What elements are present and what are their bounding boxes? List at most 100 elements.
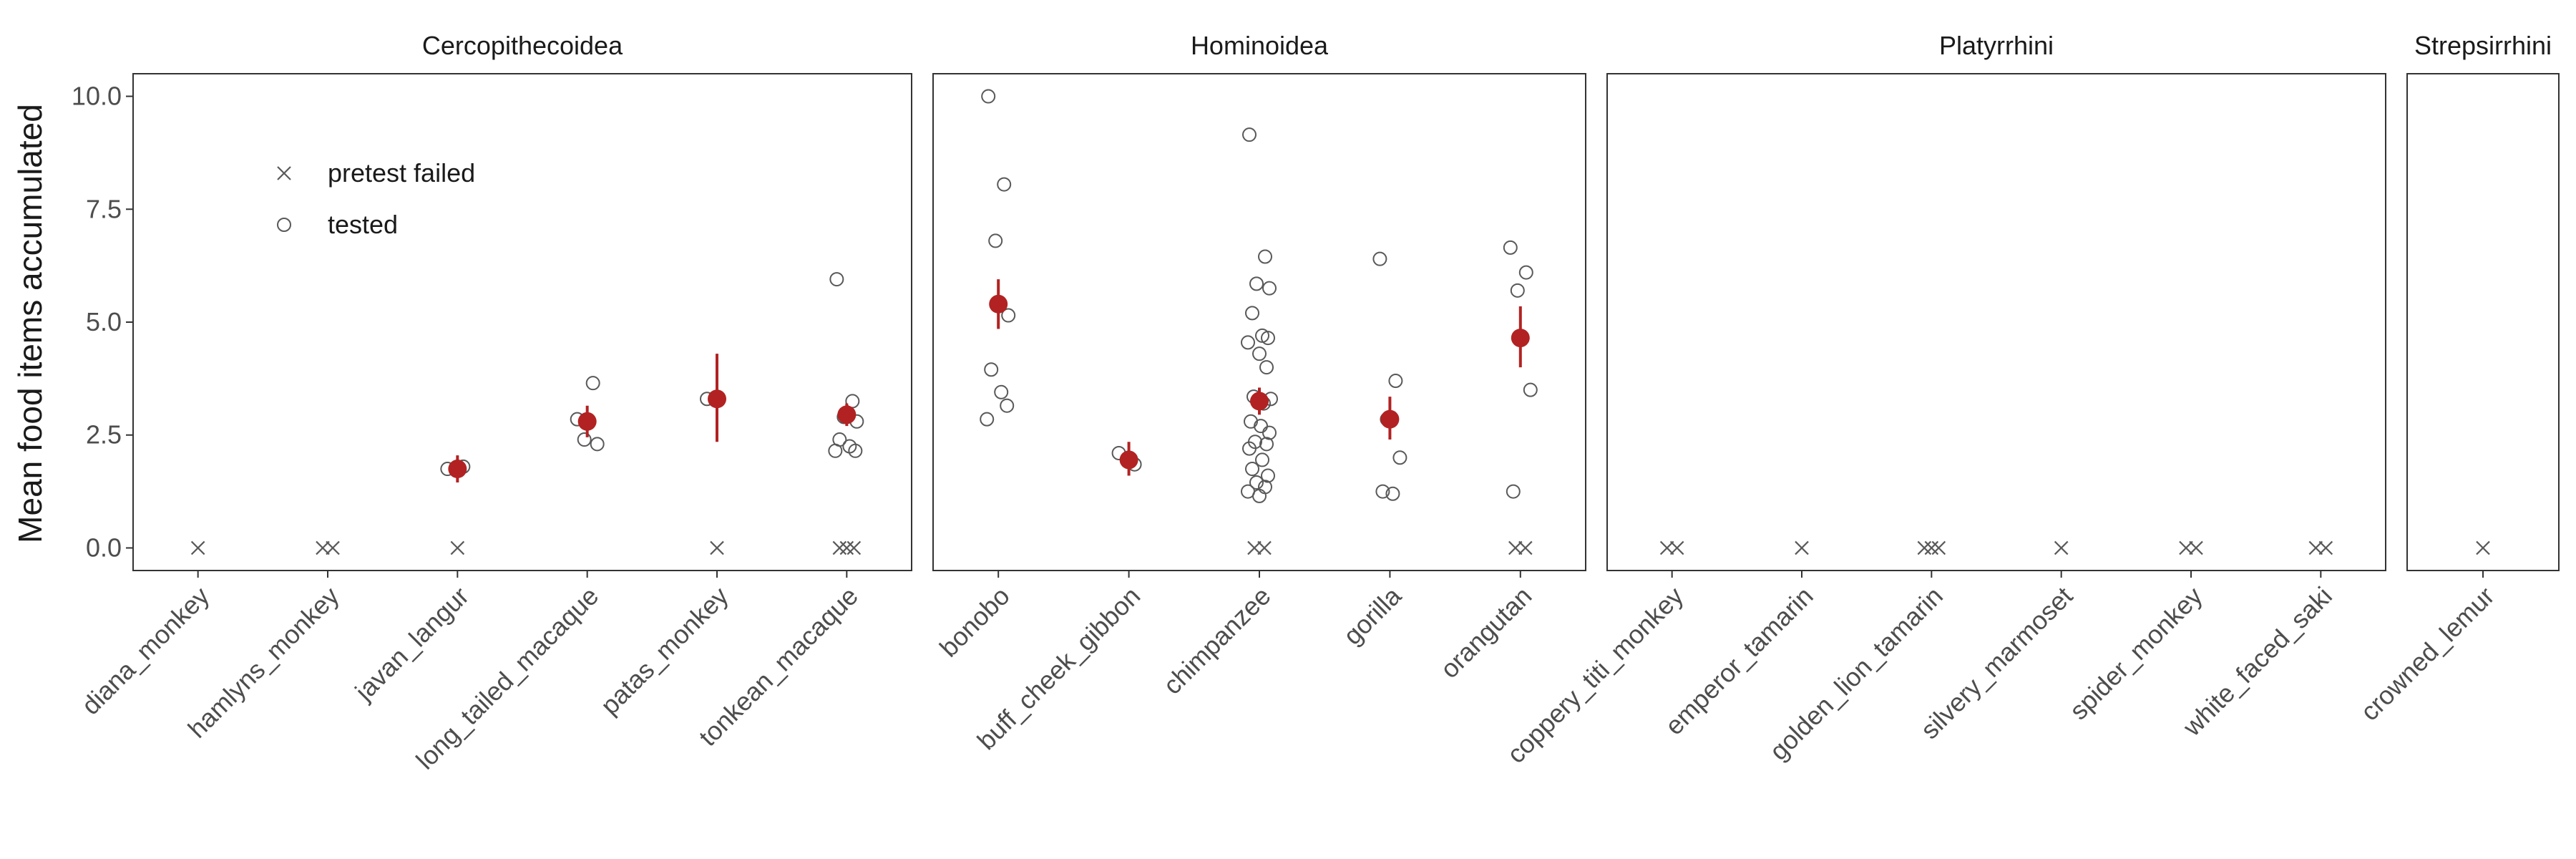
tested-point	[1388, 374, 1403, 389]
pretest-failed-point	[316, 540, 330, 555]
pretest-failed-point-stroke-b	[2318, 540, 2333, 555]
tested-point	[848, 443, 863, 458]
pretest-failed-point-stroke-b	[832, 540, 847, 555]
pretest-failed-point	[2308, 540, 2323, 555]
pretest-failed-point-stroke-b	[1669, 540, 1684, 555]
pretest-failed-point-stroke-b	[1508, 540, 1523, 555]
tested-point	[984, 362, 999, 377]
pretest-failed-point-stroke-b	[2179, 540, 2193, 555]
pretest-failed-point	[326, 540, 340, 555]
tested-point	[1518, 265, 1533, 280]
tested-point	[1245, 462, 1259, 477]
tested-point	[1262, 281, 1277, 296]
tested-point	[981, 89, 996, 104]
mean-point	[1511, 329, 1530, 348]
panel-border	[1606, 73, 2386, 571]
pretest-failed-point	[2179, 540, 2193, 555]
tested-point	[1241, 335, 1255, 350]
species-bonobo: bonobo	[934, 89, 1016, 663]
tested-point	[1242, 441, 1257, 456]
tested-point	[1258, 249, 1272, 264]
species-chimpanzee: chimpanzee	[1157, 127, 1278, 700]
species-patas_monkey: patas_monkey	[595, 354, 734, 720]
pretest-failed-point-stroke-b	[1924, 540, 1939, 555]
tested-point	[577, 432, 592, 447]
tested-point	[828, 443, 843, 458]
tested-point	[1001, 308, 1016, 323]
pretest-failed-point	[2054, 540, 2069, 555]
x-tick-label: spider_monkey	[2064, 581, 2208, 726]
mean-point	[1250, 392, 1269, 411]
mean-point	[577, 412, 597, 431]
pretest-failed-point-stroke-b	[2054, 540, 2069, 555]
pretest-failed-point-stroke-b	[1247, 540, 1262, 555]
pretest-failed-point	[1924, 540, 1939, 555]
tested-point	[1252, 346, 1267, 361]
pretest-failed-point-stroke-b	[1931, 540, 1946, 555]
x-tick-label: chimpanzee	[1157, 581, 1276, 700]
pretest-failed-point-stroke-b	[2308, 540, 2323, 555]
panel-title: Cercopithecoidea	[422, 31, 623, 60]
pretest-failed-point	[2476, 540, 2490, 555]
pretest-failed-point-stroke-b	[1518, 540, 1533, 555]
tested-point	[1261, 331, 1275, 346]
legend-label: pretest failed	[328, 158, 475, 188]
tested-point	[1372, 251, 1387, 266]
species-spider_monkey: spider_monkey	[2064, 540, 2208, 726]
panel-border	[2406, 73, 2560, 571]
pretest-failed-point-stroke-b	[1917, 540, 1932, 555]
tested-point	[585, 376, 600, 391]
y-tick-label: 10.0	[72, 82, 122, 111]
pretest-failed-point-stroke-b	[450, 540, 465, 555]
pretest-failed-point	[710, 540, 724, 555]
tested-point	[1259, 437, 1274, 452]
species-white_faced_saki: white_faced_saki	[2177, 540, 2338, 742]
x-tick-label: patas_monkey	[595, 581, 734, 721]
mean-point	[989, 294, 1008, 314]
legend-label: tested	[328, 210, 398, 239]
pretest-failed-point-stroke-b	[316, 540, 330, 555]
pretest-failed-point	[1518, 540, 1533, 555]
x-tick-label: crowned_lemur	[2355, 581, 2500, 727]
pretest-failed-point-stroke-b	[1659, 540, 1674, 555]
x-tick-label: bonobo	[934, 581, 1015, 663]
tested-point	[980, 412, 995, 427]
y-axis-title: Mean food items accumulated	[11, 104, 49, 543]
tested-point	[1259, 360, 1274, 375]
tested-point	[997, 177, 1012, 192]
panel-title: Strepsirrhini	[2414, 31, 2552, 60]
tested-point	[1249, 276, 1264, 291]
pretest-failed-point	[190, 540, 205, 555]
tested-point	[1245, 306, 1259, 321]
y-tick-label: 2.5	[86, 420, 122, 450]
pretest-failed-point	[832, 540, 847, 555]
tested-point	[1385, 486, 1400, 501]
species-hamlyns_monkey: hamlyns_monkey	[182, 540, 345, 744]
species-coppery_titi_monkey: coppery_titi_monkey	[1501, 540, 1689, 769]
species-orangutan: orangutan	[1435, 240, 1538, 684]
pretest-failed-point-stroke-b	[326, 540, 340, 555]
pretest-failed-point	[450, 540, 465, 555]
pretest-failed-point	[2189, 540, 2203, 555]
panel-border	[932, 73, 1586, 571]
species-golden_lion_tamarin: golden_lion_tamarin	[1764, 540, 1948, 766]
pretest-failed-point-stroke-b	[710, 540, 724, 555]
species-tonkean_macaque: tonkean_macaque	[693, 272, 864, 752]
tested-point	[988, 233, 1003, 248]
legend: pretest failed tested	[277, 158, 475, 239]
pretest-failed-point	[1247, 540, 1262, 555]
pretest-failed-point	[2318, 540, 2333, 555]
species-diana_monkey: diana_monkey	[76, 540, 215, 720]
tested-point	[1375, 484, 1390, 499]
species-silvery_marmoset: silvery_marmoset	[1915, 540, 2078, 744]
pretest-failed-point	[1508, 540, 1523, 555]
panel-cercopithecoidea: Cercopithecoidea 0.0 2.5 5.0 7.5 10.0 diana_mo…	[72, 31, 912, 775]
tested-point	[994, 384, 1009, 399]
y-tick-label: 7.5	[86, 194, 122, 223]
species-emperor_tamarin: emperor_tamarin	[1659, 540, 1819, 740]
pretest-failed-point	[847, 540, 862, 555]
legend-x-icon-stroke-b	[277, 166, 291, 180]
tested-point	[1523, 382, 1538, 397]
